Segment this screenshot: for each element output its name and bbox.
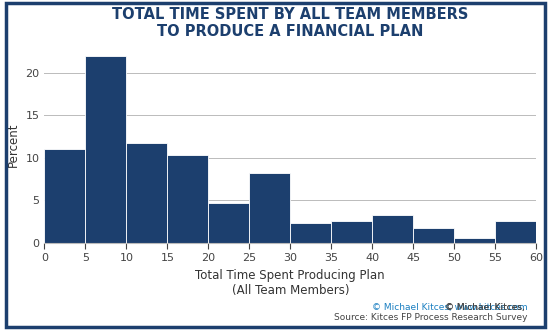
Bar [126,143,167,243]
Bar [290,223,331,243]
Title: TOTAL TIME SPENT BY ALL TEAM MEMBERS
TO PRODUCE A FINANCIAL PLAN: TOTAL TIME SPENT BY ALL TEAM MEMBERS TO … [112,7,469,39]
Bar [454,238,495,243]
Y-axis label: Percent: Percent [7,123,20,167]
Bar [331,221,372,243]
Bar [372,215,413,243]
Text: © Michael Kitces,: © Michael Kitces, [446,303,528,312]
Text: © Michael Kitces, www.kitces.com: © Michael Kitces, www.kitces.com [372,303,528,312]
Text: © Michael Kitces,: © Michael Kitces, [446,303,528,312]
Text: Source: Kitces FP Process Research Survey: Source: Kitces FP Process Research Surve… [334,313,528,322]
Bar [495,221,536,243]
Bar [413,228,454,243]
Bar [249,173,290,243]
X-axis label: Total Time Spent Producing Plan
(All Team Members): Total Time Spent Producing Plan (All Tea… [195,269,385,297]
Bar [45,149,85,243]
Bar [208,203,249,243]
Bar [85,56,126,243]
Bar [167,155,208,243]
